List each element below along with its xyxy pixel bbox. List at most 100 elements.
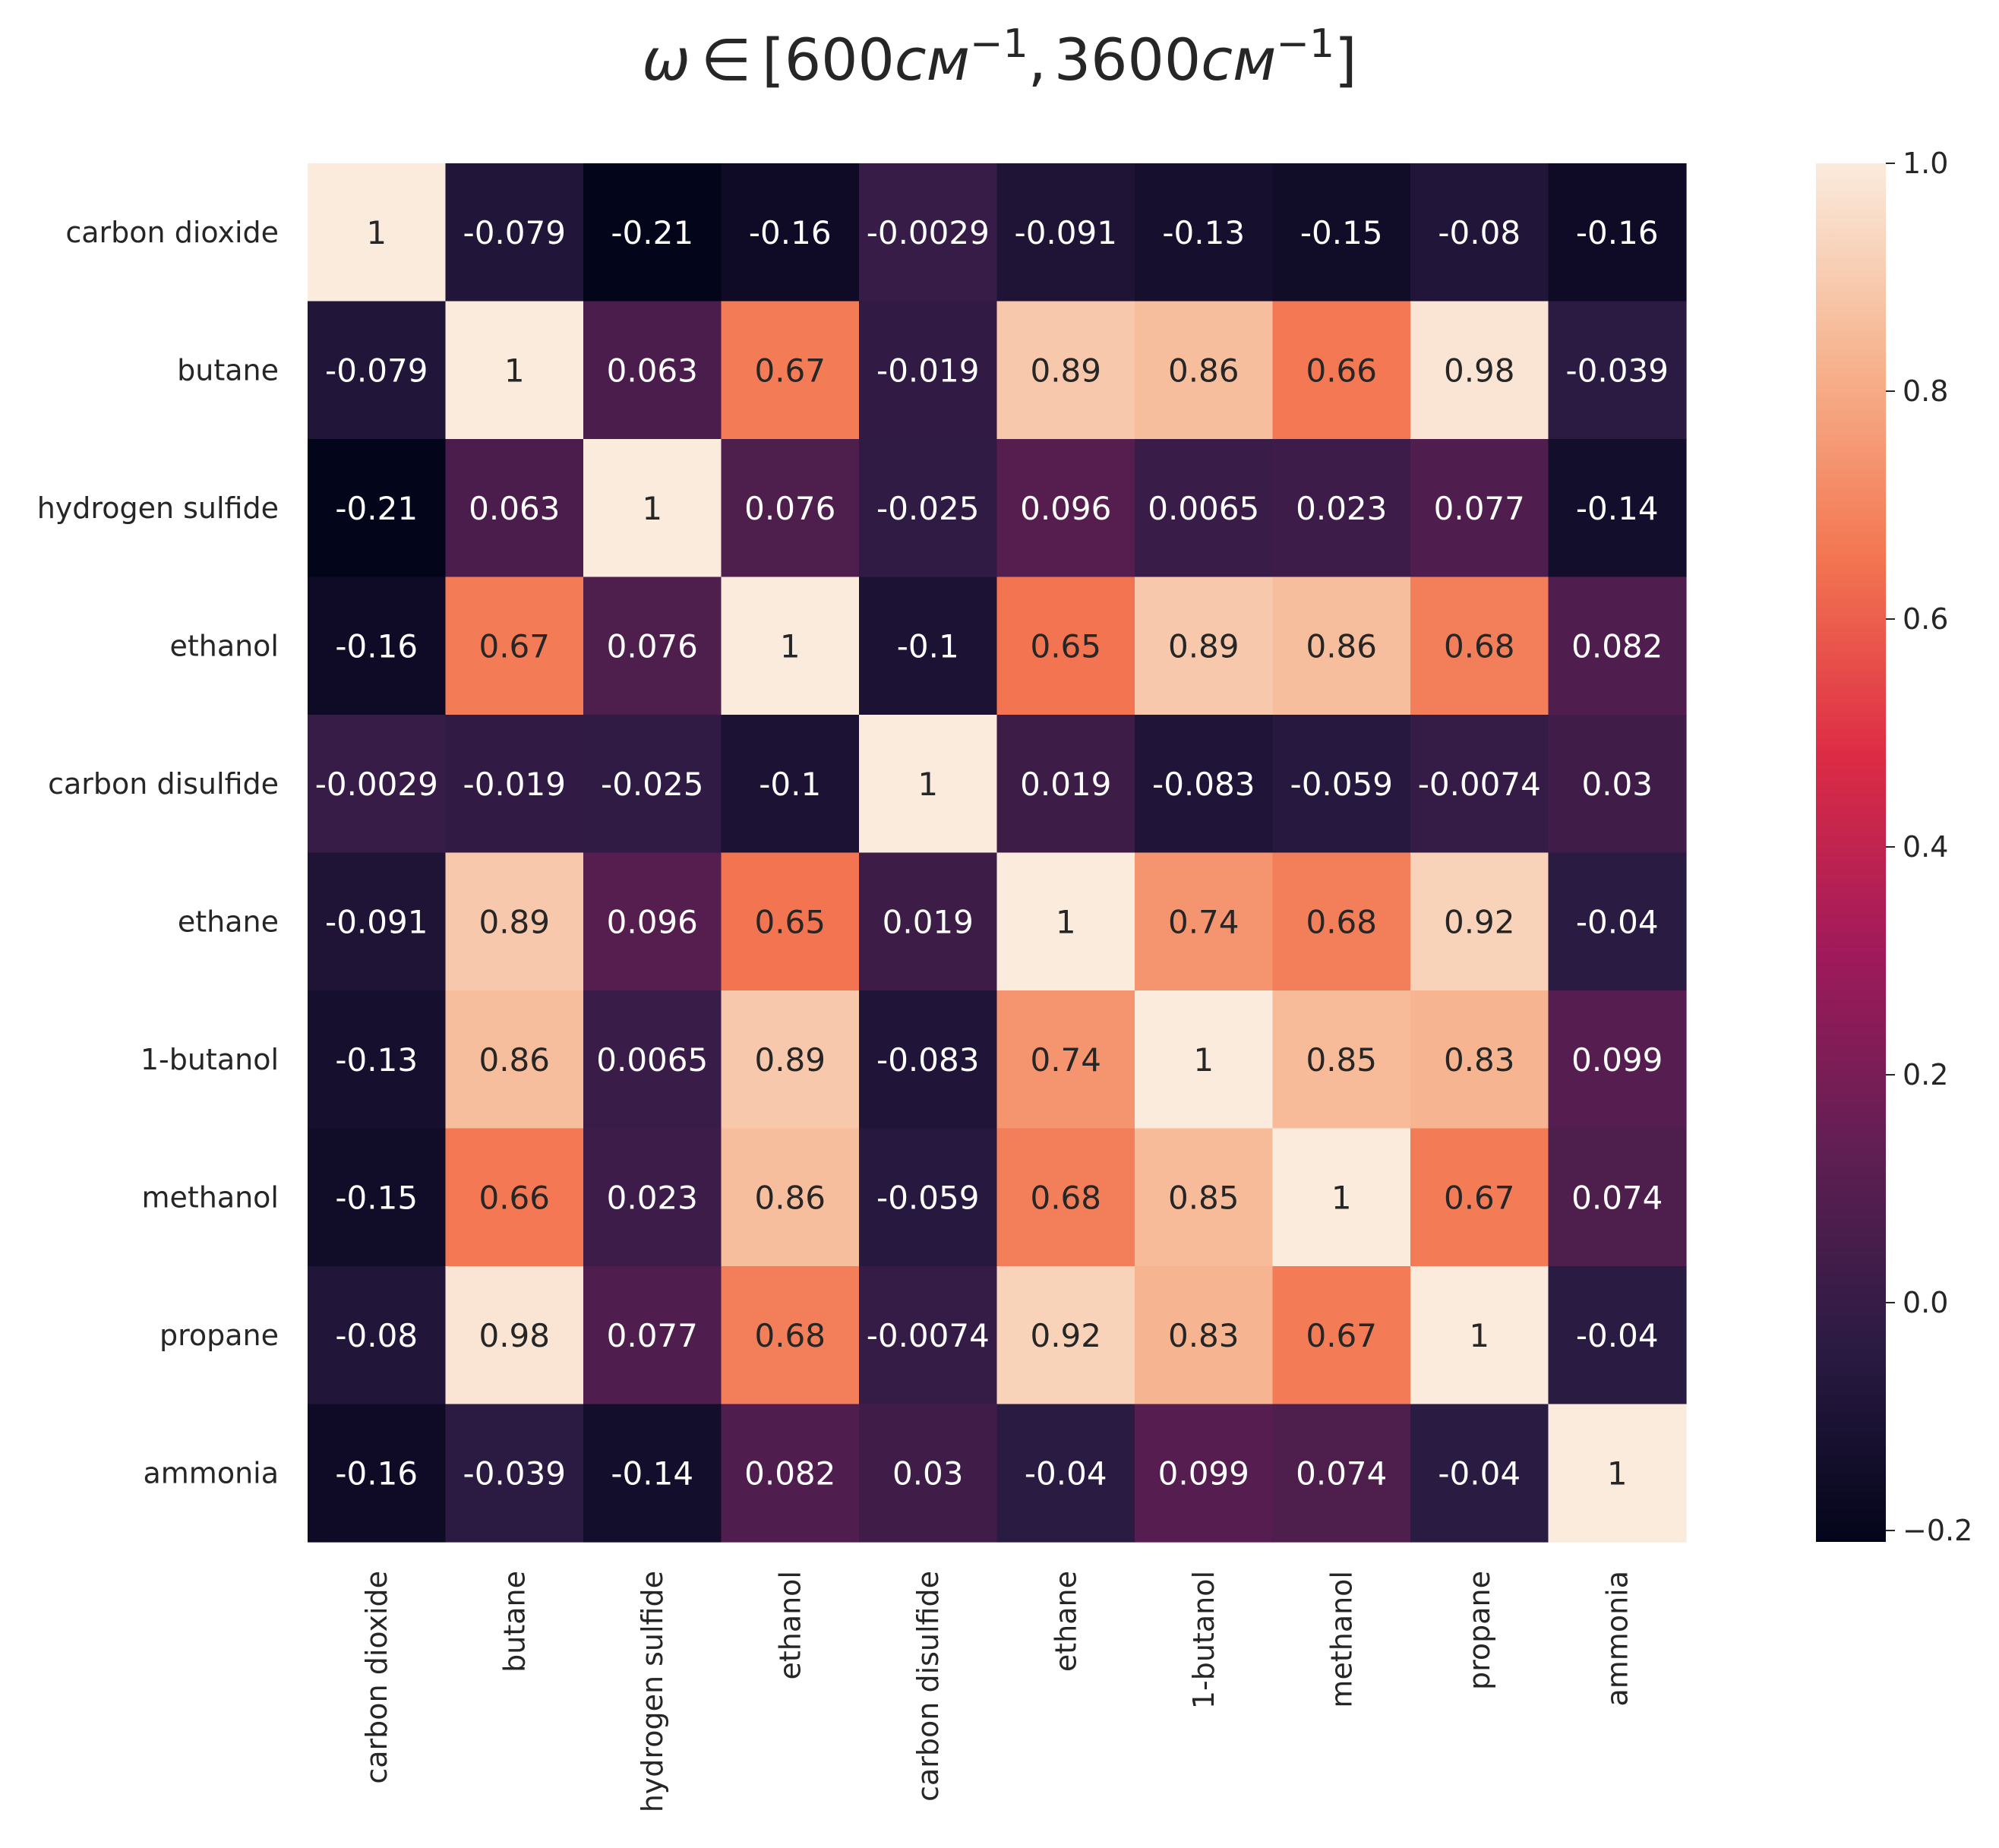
heatmap-cell-1-butanol-ammonia [1548,990,1687,1129]
cell-value-label: 0.076 [744,490,835,527]
heatmap-cell-ethane-carbon-disulfide [859,852,998,991]
heatmap-cell-labels: 1 -0.079 -0.21 -0.16 -0.0029 -0.091 -0.13 -0.15… [315,214,1669,1493]
heatmap-cell-ammonia-hydrogen-sulfide [583,1404,722,1543]
column-label-hydrogen-sulfide: hydrogen sulfide [636,1571,669,1812]
cell-value-label: -0.059 [876,1179,979,1216]
heatmap-cell-ammonia-1-butanol [1135,1404,1274,1543]
cell-value-label: -0.15 [335,1179,418,1216]
heatmap-cell-carbon-dioxide-butane [445,163,584,302]
heatmap-cell-ethane-propane [1410,852,1549,991]
heatmap-cell-1-butanol-butane [445,990,584,1129]
cell-value-label: -0.08 [335,1317,418,1354]
cell-value-label: -0.21 [335,490,418,527]
cell-value-label: -0.091 [325,903,428,940]
cell-value-label: -0.14 [1576,490,1659,527]
heatmap-cell-methanol-hydrogen-sulfide [583,1128,722,1267]
cell-value-label: 0.023 [607,1179,698,1216]
heatmap-cell-ammonia-ethane [996,1404,1135,1543]
cell-value-label: 0.082 [744,1455,835,1492]
cell-value-label: -0.039 [463,1455,566,1492]
cell-value-label: 0.077 [607,1317,698,1354]
heatmap-cell-ethane-methanol [1272,852,1411,991]
cell-value-label: 1 [504,352,525,389]
heatmap-cell-1-butanol-propane [1410,990,1549,1129]
heatmap-cell-butane-butane [445,301,584,440]
heatmap-cell-carbon-dioxide-ethanol [721,163,860,302]
row-tick-labels: carbon dioxide butane hydrogen sulfide etha… [37,216,279,1490]
cell-value-label: -0.1 [897,627,959,665]
row-label-ammonia: ammonia [144,1456,279,1489]
heatmap-cell-ammonia-ethanol [721,1404,860,1543]
heatmap-cell-carbon-dioxide-hydrogen-sulfide [583,163,722,302]
cell-value-label: -0.04 [1025,1455,1107,1492]
heatmap-cell-hydrogen-sulfide-carbon-dioxide [308,439,447,578]
cell-value-label: 0.86 [478,1041,550,1079]
heatmap-cell-carbon-dioxide-carbon-dioxide [308,163,447,302]
heatmap-cell-carbon-disulfide-propane [1410,715,1549,854]
cell-value-label: -0.15 [1300,214,1383,251]
heatmap-cell-butane-ethanol [721,301,860,440]
cell-value-label: -0.16 [335,1455,418,1492]
cell-value-label: -0.0074 [1418,766,1541,803]
heatmap-cell-hydrogen-sulfide-methanol [1272,439,1411,578]
heatmap-cell-ethane-ammonia [1548,852,1687,991]
heatmap-cell-butane-hydrogen-sulfide [583,301,722,440]
cell-value-label: 1 [917,766,938,803]
heatmap-cell-hydrogen-sulfide-ethanol [721,439,860,578]
cell-value-label: 1 [1193,1041,1214,1079]
column-tick-labels: carbon dioxide butane hydrogen sulfide etha… [360,1571,1634,1812]
heatmap-cell-hydrogen-sulfide-propane [1410,439,1549,578]
heatmap-cell-propane-1-butanol [1135,1266,1274,1405]
heatmap-cell-ethanol-ammonia [1548,577,1687,716]
cell-value-label: 0.68 [1030,1179,1101,1216]
heatmap-cell-ethane-ethanol [721,852,860,991]
cell-value-label: 0.98 [478,1317,550,1354]
column-label-butane: butane [497,1571,531,1673]
heatmap-cell-methanol-butane [445,1128,584,1267]
cell-value-label: 0.89 [1030,352,1101,389]
cell-value-label: 1 [366,214,387,251]
cell-value-label: 0.74 [1168,903,1240,940]
cell-value-label: 1 [1607,1455,1628,1492]
heatmap-cell-carbon-disulfide-hydrogen-sulfide [583,715,722,854]
heatmap-cell-ethanol-carbon-disulfide [859,577,998,716]
heatmap-cell-1-butanol-carbon-disulfide [859,990,998,1129]
row-label-carbon-disulfide: carbon disulfide [48,767,279,801]
heatmap-cell-ethane-hydrogen-sulfide [583,852,722,991]
cell-value-label: 0.074 [1296,1455,1387,1492]
heatmap-cell-ethanol-carbon-dioxide [308,577,447,716]
heatmap-cell-ammonia-propane [1410,1404,1549,1543]
cell-value-label: 0.67 [1306,1317,1377,1354]
heatmap-cell-methanol-ethanol [721,1128,860,1267]
heatmap-cell-1-butanol-1-butanol [1135,990,1274,1129]
cell-value-label: -0.08 [1438,214,1521,251]
heatmap-cell-ethanol-methanol [1272,577,1411,716]
heatmap-cell-butane-carbon-disulfide [859,301,998,440]
heatmap-cell-carbon-disulfide-butane [445,715,584,854]
row-label-1-butanol: 1-butanol [141,1043,279,1076]
heatmap-cell-1-butanol-ethane [996,990,1135,1129]
cell-value-label: 0.65 [1030,627,1101,665]
cell-value-label: 0.03 [1581,766,1653,803]
heatmap-cell-hydrogen-sulfide-carbon-disulfide [859,439,998,578]
cell-value-label: -0.13 [1162,214,1245,251]
cell-value-label: 0.83 [1444,1041,1515,1079]
heatmap-cell-ethane-butane [445,852,584,991]
heatmap-cell-methanol-carbon-disulfide [859,1128,998,1267]
colorbar-tick-label: −0.2 [1903,1514,1972,1547]
heatmap-cell-propane-butane [445,1266,584,1405]
heatmap-cell-propane-carbon-disulfide [859,1266,998,1405]
heatmap-cell-carbon-disulfide-carbon-dioxide [308,715,447,854]
column-label-ammonia: ammonia [1600,1571,1634,1707]
cell-value-label: 0.099 [1571,1041,1663,1079]
cell-value-label: -0.14 [611,1455,693,1492]
cell-value-label: 0.86 [754,1179,826,1216]
row-label-butane: butane [177,353,279,387]
row-label-ethanol: ethanol [169,629,279,662]
cell-value-label: 0.099 [1158,1455,1249,1492]
heatmap-cell-butane-1-butanol [1135,301,1274,440]
cell-value-label: 0.077 [1434,490,1525,527]
cell-value-label: 0.66 [1306,352,1377,389]
cell-value-label: -0.16 [1576,214,1659,251]
cell-value-label: -0.13 [335,1041,418,1079]
